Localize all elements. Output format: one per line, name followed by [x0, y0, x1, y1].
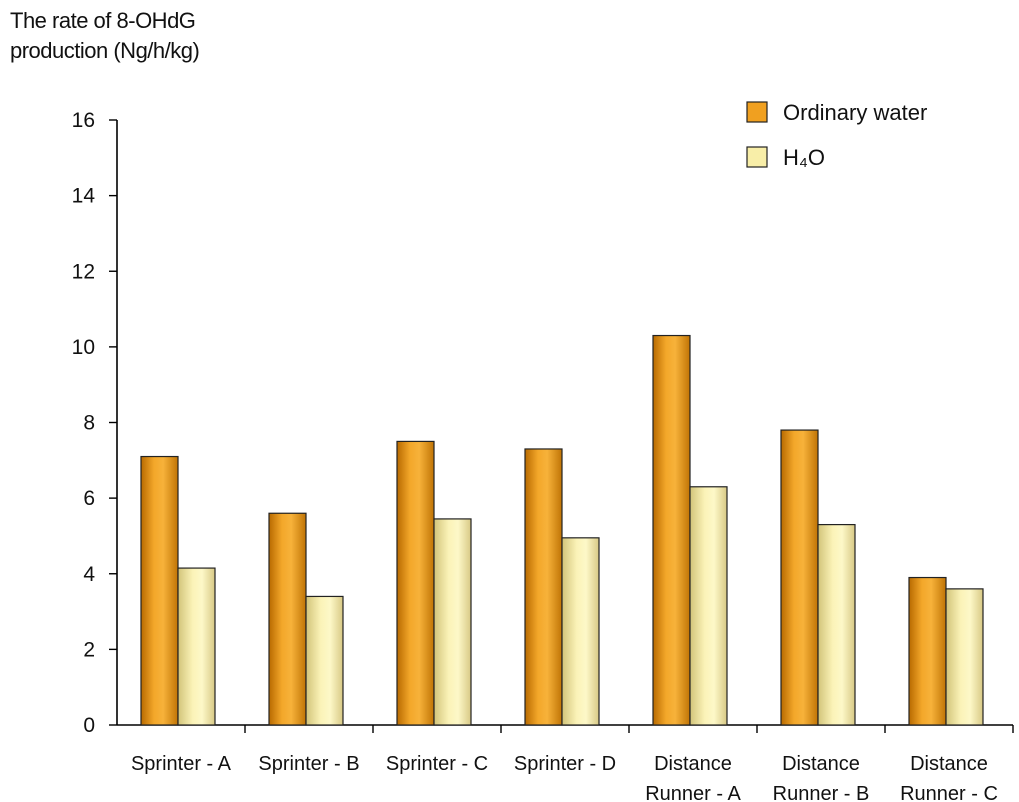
y-tick-label: 14 [72, 185, 96, 208]
bar-h4o [561, 537, 600, 726]
x-tick-label: Sprinter - C [386, 753, 488, 775]
bar-ordinary-water [780, 429, 819, 726]
legend: Ordinary water H₄O [746, 100, 927, 170]
y-tick-label: 0 [83, 714, 95, 737]
x-tick-label: Distance [782, 753, 860, 775]
bar-ordinary-water [140, 455, 179, 726]
x-tick-label: Sprinter - D [514, 753, 616, 775]
legend-swatch-h4o [746, 146, 768, 168]
bar-ordinary-water [268, 512, 307, 726]
bar-h4o [817, 523, 856, 726]
y-tick-label: 16 [72, 109, 95, 132]
bar-h4o [433, 518, 472, 726]
y-axis-title-line-1: The rate of 8-OHdG [10, 8, 196, 33]
legend-label-ordinary-water: Ordinary water [783, 100, 927, 125]
x-tick-label: Runner - A [645, 783, 741, 802]
x-tick-label: Sprinter - B [258, 753, 359, 775]
x-tick-label: Distance [910, 753, 988, 775]
bar-h4o [689, 486, 728, 726]
y-axis-title-line-2: production (Ng/h/kg) [10, 38, 200, 63]
x-tick-label: Runner - B [773, 783, 870, 802]
x-axis-labels: Sprinter - A Sprinter - B Sprinter - C Spri… [131, 753, 998, 802]
y-tick-label: 6 [83, 487, 95, 510]
bars [140, 334, 984, 726]
bar-ordinary-water [652, 334, 691, 726]
legend-swatch-ordinary-water [746, 101, 768, 123]
y-tick-label: 8 [83, 412, 95, 435]
x-tick-label: Sprinter - A [131, 753, 232, 775]
y-tick-label: 12 [72, 260, 95, 283]
axes: 0 2 4 6 8 10 12 14 16 [72, 109, 1014, 737]
x-tick-label: Distance [654, 753, 732, 775]
bar-h4o [945, 588, 984, 726]
bar-h4o [177, 567, 216, 726]
bar-h4o [305, 595, 344, 726]
y-tick-label: 10 [72, 336, 95, 359]
x-tick-label: Runner - C [900, 783, 998, 802]
y-tick-label: 4 [83, 563, 95, 586]
y-tick-label: 2 [83, 638, 95, 661]
y-axis-title: The rate of 8-OHdG production (Ng/h/kg) [10, 6, 200, 66]
legend-label-h4o: H₄O [783, 145, 825, 170]
bar-ordinary-water [908, 576, 947, 726]
bar-ordinary-water [396, 440, 435, 726]
bar-ordinary-water [524, 448, 563, 726]
